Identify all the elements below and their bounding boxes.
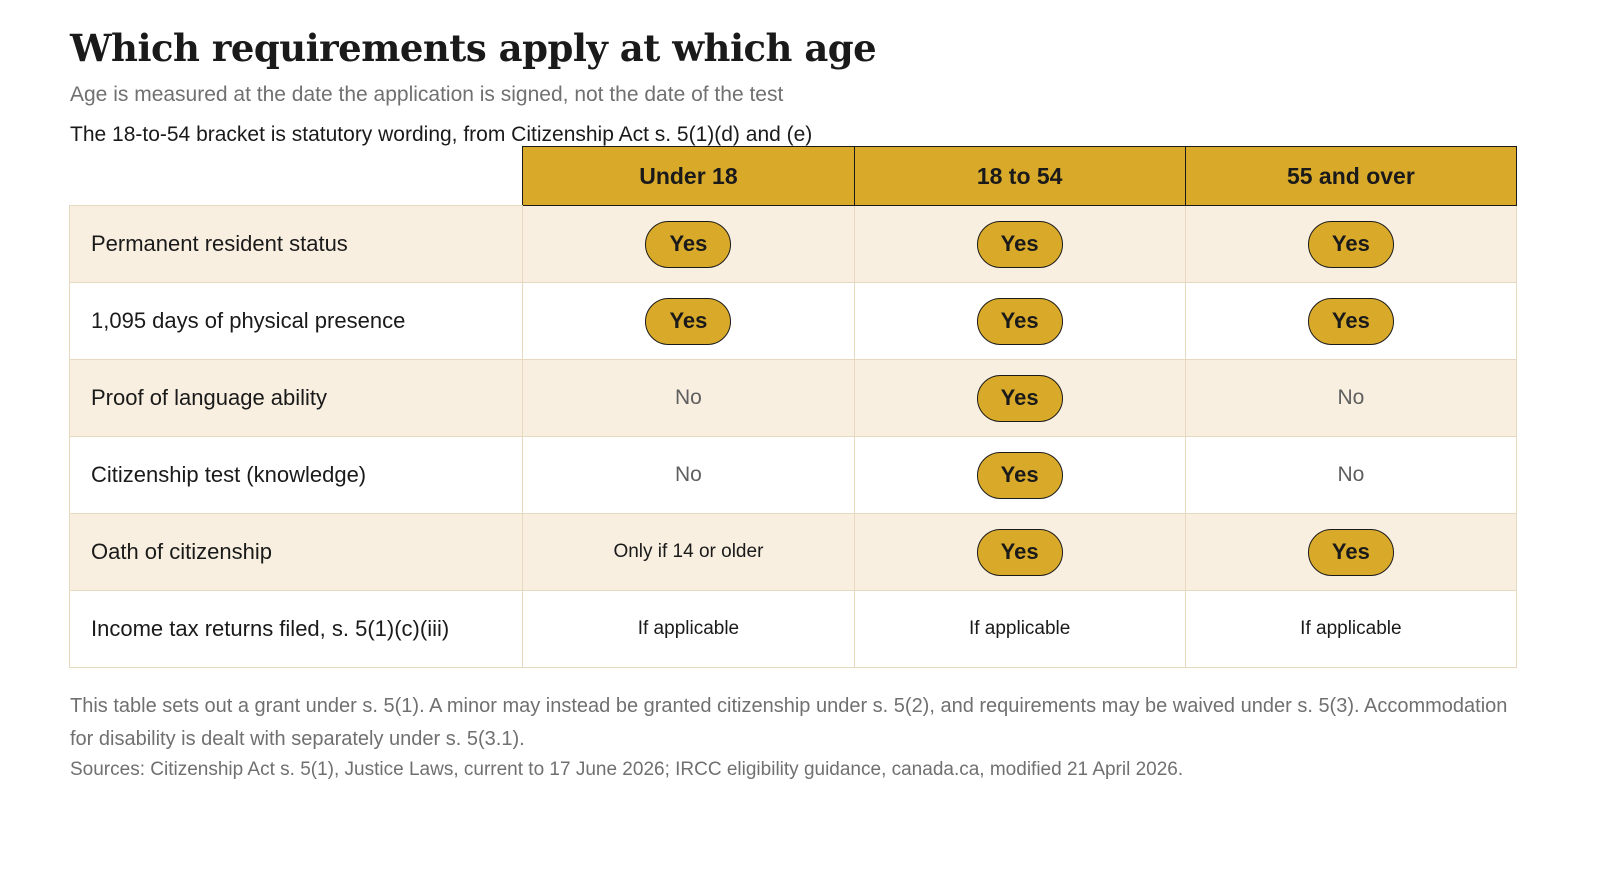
condition-text: If applicable <box>637 618 740 639</box>
footnote: This table sets out a grant under s. 5(1… <box>70 695 1508 750</box>
yes-badge: Yes <box>645 297 732 345</box>
yes-badge: Yes <box>1307 297 1394 345</box>
condition-text: Only if 14 or older <box>613 541 764 562</box>
table-row: Proof of language ability No Yes No <box>68 359 1518 437</box>
header-blank-cell <box>69 146 523 206</box>
table-cell: Only if 14 or older <box>522 513 855 591</box>
yes-badge: Yes <box>1307 528 1394 576</box>
table-row: Income tax returns filed, s. 5(1)(c)(iii… <box>68 590 1518 668</box>
column-header-under-18: Under 18 <box>522 146 855 206</box>
table-cell: Yes <box>522 282 855 360</box>
sources-note: Sources: Citizenship Act s. 5(1), Justic… <box>70 759 1184 780</box>
yes-badge: Yes <box>976 451 1063 499</box>
table-cell: Yes <box>1184 513 1518 591</box>
row-label: Income tax returns filed, s. 5(1)(c)(iii… <box>68 590 524 668</box>
table-cell: Yes <box>853 513 1186 591</box>
yes-badge: Yes <box>645 220 732 268</box>
requirements-table: Under 18 18 to 54 55 and over Permanent … <box>68 146 1518 668</box>
table-cell: No <box>522 359 855 437</box>
table-cell: Yes <box>1184 205 1518 283</box>
bracket-note: The 18-to-54 bracket is statutory wordin… <box>70 123 813 146</box>
yes-badge: Yes <box>976 220 1063 268</box>
column-header-18-to-54: 18 to 54 <box>853 146 1186 206</box>
table-row: 1,095 days of physical presence Yes Yes Yes <box>68 282 1518 360</box>
row-label: Proof of language ability <box>68 359 524 437</box>
row-label: 1,095 days of physical presence <box>68 282 524 360</box>
table-cell: Yes <box>853 359 1186 437</box>
table-cell: Yes <box>853 205 1186 283</box>
condition-text: If applicable <box>968 618 1071 639</box>
table-header-row: Under 18 18 to 54 55 and over <box>69 146 1518 206</box>
no-value: No <box>1337 386 1365 409</box>
condition-text: If applicable <box>1300 618 1402 639</box>
table-cell: Yes <box>853 436 1186 514</box>
row-label: Permanent resident status <box>68 205 524 283</box>
yes-badge: Yes <box>1307 220 1394 268</box>
column-header-55-and-over: 55 and over <box>1184 146 1518 206</box>
no-value: No <box>674 386 702 409</box>
no-value: No <box>1337 463 1365 486</box>
row-label: Citizenship test (knowledge) <box>68 436 524 514</box>
page-title: Which requirements apply at which age <box>70 26 877 70</box>
yes-badge: Yes <box>976 297 1063 345</box>
table-cell: No <box>522 436 855 514</box>
table-cell: If applicable <box>853 590 1186 668</box>
table-row: Citizenship test (knowledge) No Yes No <box>68 436 1518 514</box>
table-body: Permanent resident status Yes Yes Yes 1,095 … <box>68 205 1518 668</box>
row-label: Oath of citizenship <box>68 513 524 591</box>
table-cell: No <box>1184 436 1518 514</box>
table-cell: If applicable <box>522 590 855 668</box>
table-row: Oath of citizenship Only if 14 or older Ye… <box>68 513 1518 591</box>
no-value: No <box>674 463 702 486</box>
table-cell: If applicable <box>1184 590 1518 668</box>
table-cell: Yes <box>1184 282 1518 360</box>
table-cell: Yes <box>853 282 1186 360</box>
yes-badge: Yes <box>976 528 1063 576</box>
table-row: Permanent resident status Yes Yes Yes <box>68 205 1518 283</box>
page-subtitle: Age is measured at the date the applicat… <box>70 83 784 106</box>
table-cell: No <box>1184 359 1518 437</box>
table-cell: Yes <box>522 205 855 283</box>
yes-badge: Yes <box>976 374 1063 422</box>
